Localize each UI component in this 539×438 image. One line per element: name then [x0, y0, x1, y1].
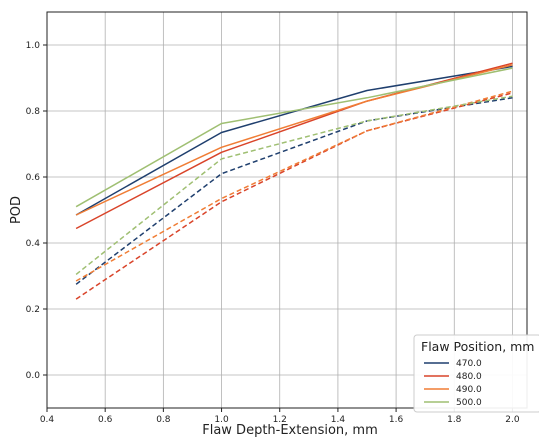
x-tick-label: 1.4 — [331, 415, 346, 425]
legend-label: 470.0 — [456, 359, 482, 369]
x-tick-label: 1.0 — [214, 415, 229, 425]
series-line-470-0-dashed — [75, 97, 513, 285]
y-axis-label: POD — [9, 196, 24, 224]
legend-label: 490.0 — [456, 385, 482, 395]
series-line-500-0-solid — [75, 67, 513, 208]
y-tick-label: 0.6 — [26, 173, 41, 183]
x-tick-label: 1.2 — [273, 415, 287, 425]
y-tick-label: 0.4 — [26, 239, 41, 249]
ticks: 0.4 0.6 0.8 1.0 1.2 1.4 1.6 1.8 2.0 0.0 0.2 0.4 0.6 0… — [26, 41, 520, 425]
series-line-480-0-dashed — [75, 92, 513, 300]
legend: Flaw Position, mm 470.0 480.0 490.0 500.0 — [413, 334, 539, 413]
x-tick-label: 0.4 — [40, 415, 55, 425]
legend-box — [413, 334, 539, 413]
series-layer — [75, 62, 513, 300]
plot-frame — [46, 11, 528, 409]
x-tick-label: 2.0 — [505, 415, 520, 425]
legend-label: 480.0 — [456, 372, 482, 382]
series-line-480-0-solid — [75, 62, 513, 230]
series-line-490-0-dashed — [75, 90, 513, 282]
y-tick-label: 0.8 — [26, 107, 41, 117]
x-tick-label: 0.8 — [156, 415, 171, 425]
series-line-500-0-dashed — [75, 95, 513, 275]
legend-title: Flaw Position, mm — [421, 339, 535, 354]
series-line-470-0-solid — [75, 65, 513, 216]
legend-items: 470.0 480.0 490.0 500.0 — [424, 359, 482, 408]
y-tick-label: 0.2 — [26, 305, 40, 315]
x-tick-label: 1.6 — [389, 415, 404, 425]
grid — [46, 12, 527, 408]
x-axis-label: Flaw Depth-Extension, mm — [202, 423, 378, 438]
x-tick-label: 1.8 — [447, 415, 462, 425]
y-tick-label: 1.0 — [26, 41, 41, 51]
x-tick-label: 0.6 — [98, 415, 113, 425]
legend-label: 500.0 — [456, 398, 482, 408]
y-tick-label: 0.0 — [26, 371, 41, 381]
